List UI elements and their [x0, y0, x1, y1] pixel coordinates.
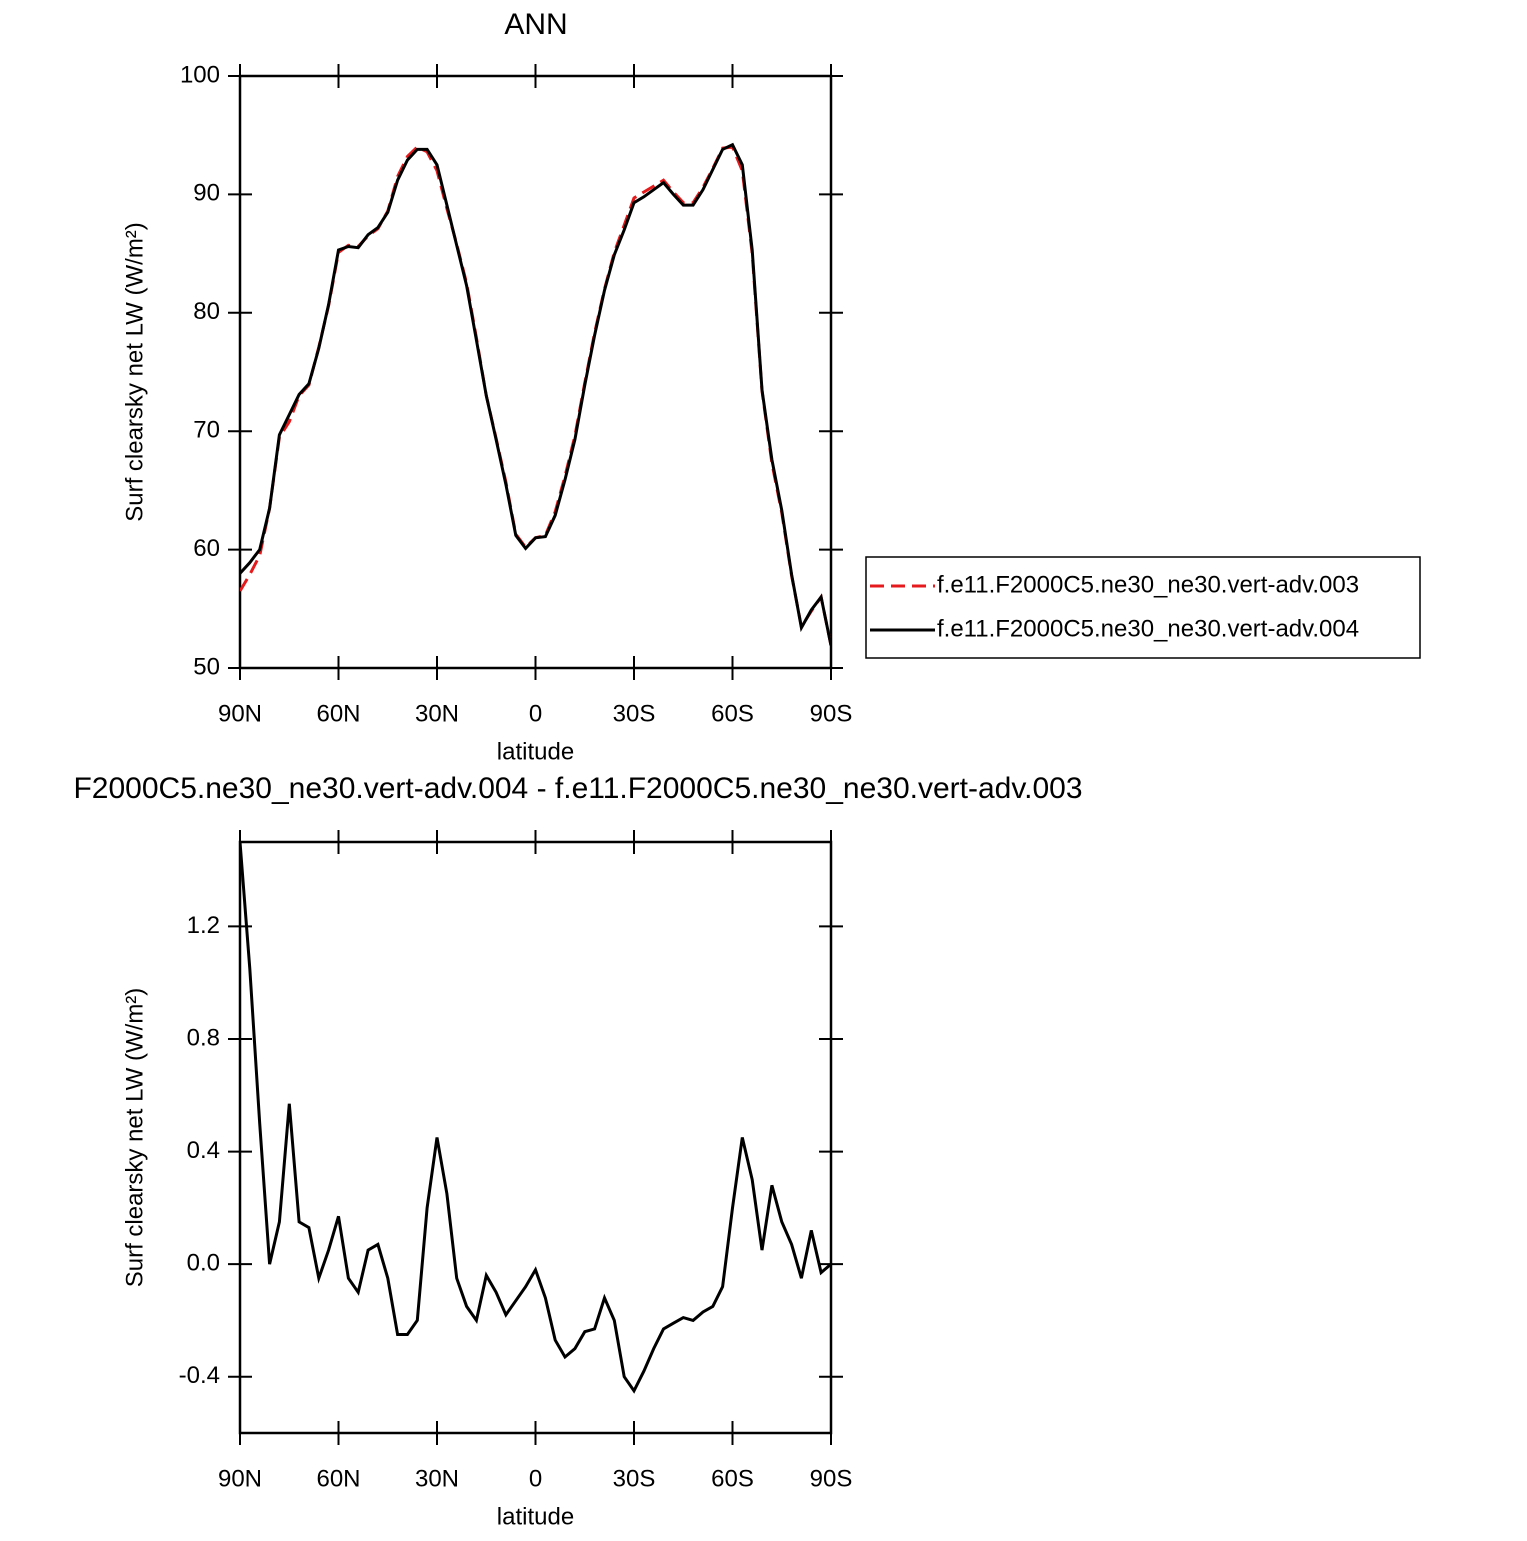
x-tick-label: 0: [529, 700, 542, 727]
x-tick-label: 30S: [613, 1465, 656, 1492]
x-tick-label: 90S: [810, 1465, 853, 1492]
x-axis-label: latitude: [497, 738, 574, 765]
y-tick-label: 1.2: [187, 912, 220, 939]
x-tick-label: 30N: [415, 1465, 459, 1492]
y-tick-label: 70: [193, 417, 220, 444]
legend-box: [865, 556, 1421, 659]
data-line: [240, 142, 831, 646]
x-axis-label: latitude: [497, 1503, 574, 1530]
x-tick-label: 60S: [711, 1465, 754, 1492]
legend: f.e11.F2000C5.ne30_ne30.vert-adv.003 f.e1…: [865, 556, 1421, 659]
chart-title: ANN: [504, 8, 567, 41]
x-tick-label: 60N: [316, 1465, 360, 1492]
y-tick-label: 80: [193, 298, 220, 325]
y-tick-label: 50: [193, 653, 220, 680]
data-line: [240, 842, 831, 1394]
y-tick-label: -0.4: [179, 1362, 220, 1389]
x-tick-label: 0: [529, 1465, 542, 1492]
x-tick-label: 30N: [415, 700, 459, 727]
y-tick-label: 60: [193, 535, 220, 562]
x-tick-label: 90S: [810, 700, 853, 727]
y-tick-label: 100: [180, 61, 220, 88]
y-axis-label: Surf clearsky net LW (W/m²): [121, 222, 148, 522]
y-tick-label: 0.4: [187, 1137, 220, 1164]
y-tick-label: 0.0: [187, 1249, 220, 1276]
x-tick-label: 60S: [711, 700, 754, 727]
legend-label: f.e11.F2000C5.ne30_ne30.vert-adv.003: [937, 571, 1359, 598]
y-tick-label: 0.8: [187, 1024, 220, 1051]
chart-title: F2000C5.ne30_ne30.vert-adv.004 - f.e11.F…: [73, 772, 1082, 805]
x-tick-label: 90N: [218, 700, 262, 727]
legend-label: f.e11.F2000C5.ne30_ne30.vert-adv.004: [937, 615, 1359, 642]
y-axis-label: Surf clearsky net LW (W/m²): [121, 988, 148, 1288]
x-tick-label: 60N: [316, 700, 360, 727]
data-line: [240, 145, 831, 646]
x-tick-label: 30S: [613, 700, 656, 727]
y-tick-label: 90: [193, 180, 220, 207]
x-tick-label: 90N: [218, 1465, 262, 1492]
